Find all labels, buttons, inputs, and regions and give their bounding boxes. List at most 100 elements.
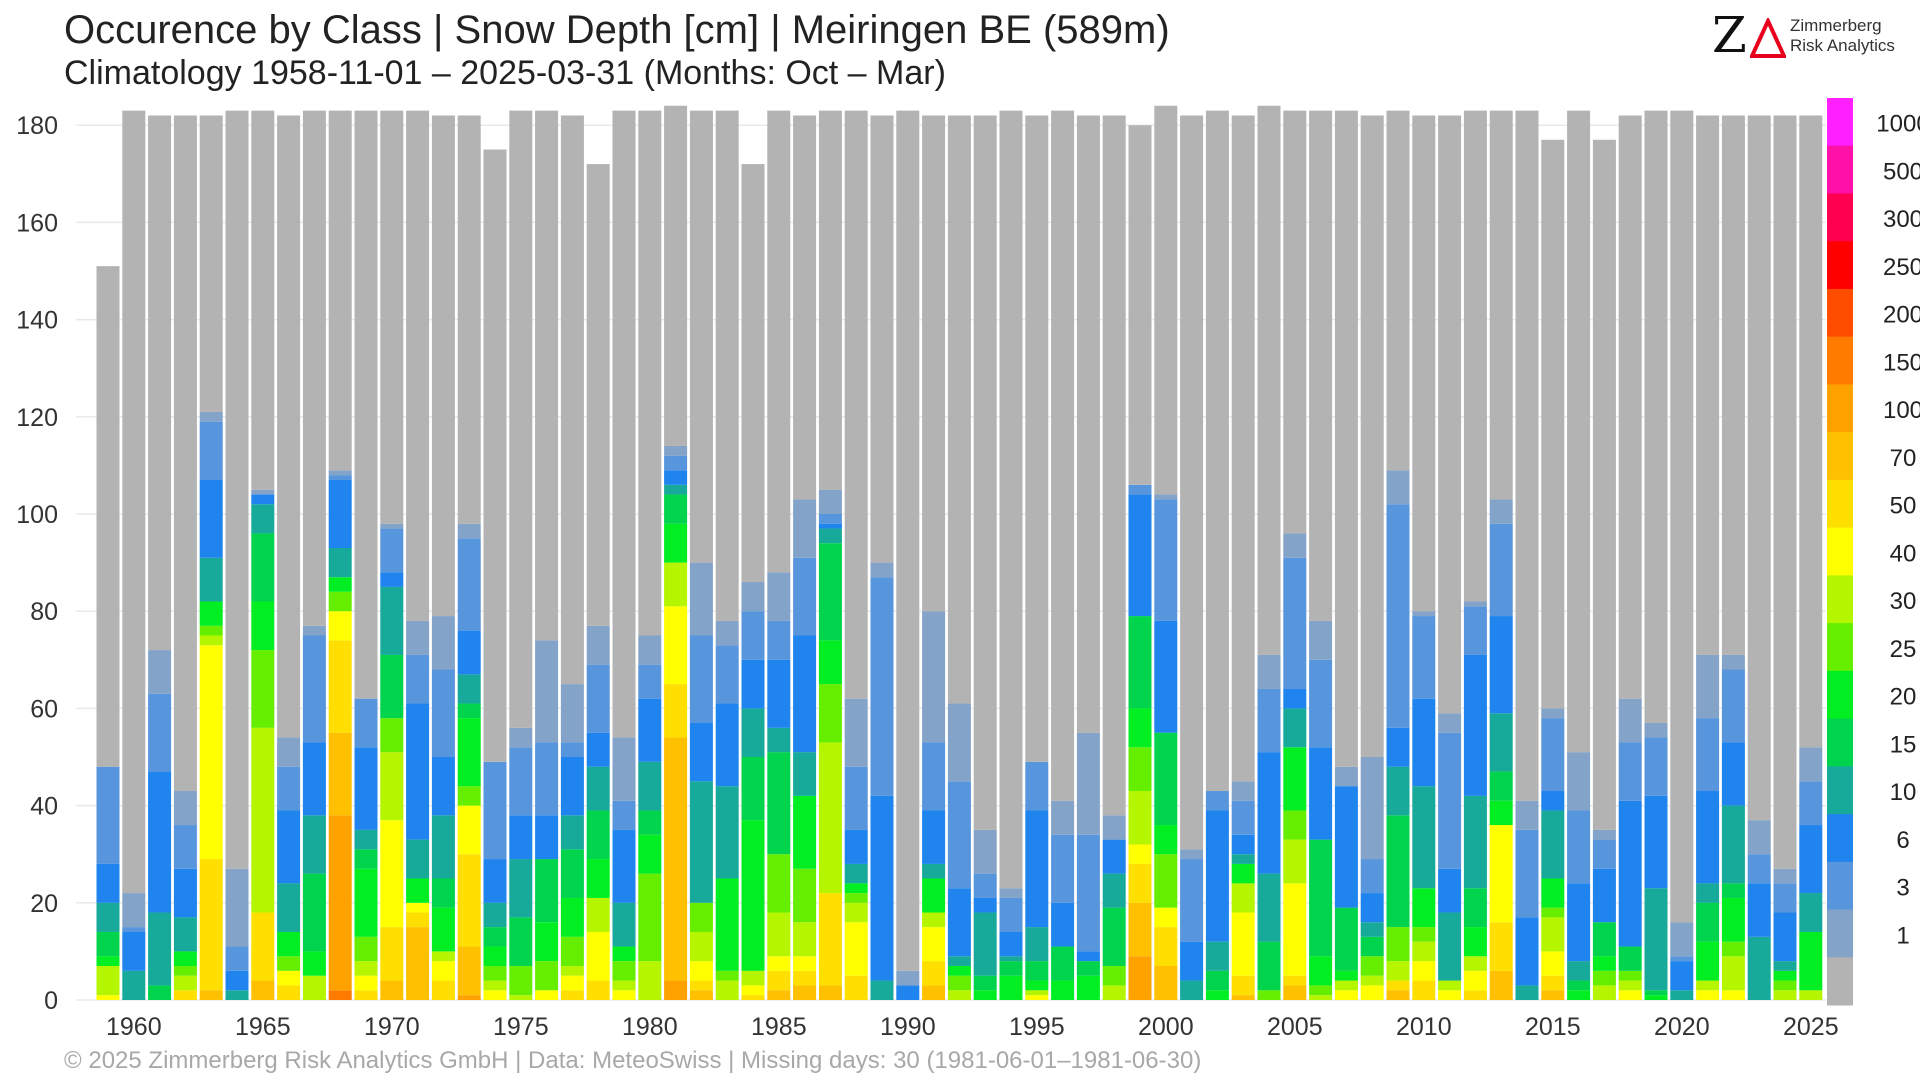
bar-1985 (767, 110, 791, 1000)
bar-segment-1959-class-40 (96, 995, 120, 1000)
bar-segment-2013-class-70 (1489, 970, 1513, 1000)
bar-segment-1974-class-30 (483, 980, 507, 991)
bar-segment-2014-class-3 (1515, 829, 1539, 918)
bar-segment-1991-class-0 (922, 115, 946, 612)
bar-segment-1981-class-20 (664, 523, 688, 563)
bar-segment-2004-class-1 (1257, 654, 1281, 689)
bar-segment-1970-class-6 (380, 572, 404, 587)
bar-2015 (1541, 139, 1565, 1000)
bar-segment-2002-class-6 (1205, 810, 1229, 942)
bar-segment-1973-class-3 (457, 538, 481, 631)
bar-segment-1999-class-50 (1128, 863, 1152, 903)
bar-segment-2022-class-30 (1721, 956, 1745, 991)
x-tick-label: 1970 (364, 1013, 420, 1041)
bar-segment-1962-class-50 (173, 990, 197, 1000)
bar-segment-1988-class-3 (844, 766, 868, 830)
colorbar-label: 20 (1890, 684, 1917, 711)
bar-segment-1972-class-1 (431, 616, 455, 670)
bar-segment-1973-class-25 (457, 786, 481, 806)
colorbar-label: 50 (1890, 493, 1917, 520)
bar-segment-1986-class-0 (793, 115, 817, 500)
bar-segment-1977-class-15 (560, 849, 584, 898)
bar-segment-1992-class-0 (947, 115, 971, 704)
bar-segment-1965-class-6 (251, 494, 275, 505)
chart-title: Occurence by Class | Snow Depth [cm] | M… (64, 8, 1170, 52)
bar-segment-1987-class-6 (818, 523, 842, 529)
bar-segment-2025-class-3 (1799, 781, 1823, 826)
bar-segment-1983-class-30 (715, 980, 739, 1000)
bar-segment-1960-class-6 (122, 931, 146, 971)
bar-segment-1969-class-30 (354, 961, 378, 976)
bar-segment-2008-class-10 (1360, 922, 1384, 937)
bar-segment-2009-class-50 (1386, 980, 1410, 991)
bar-segment-1988-class-10 (844, 863, 868, 884)
bar-segment-2015-class-1 (1541, 708, 1565, 719)
bar-segment-1975-class-0 (509, 110, 533, 728)
bar-segment-1970-class-0 (380, 110, 404, 524)
colorbar-swatch (1827, 575, 1853, 624)
bar-segment-1986-class-6 (793, 635, 817, 753)
bar-2020 (1670, 110, 1694, 1000)
bar-segment-2018-class-30 (1618, 980, 1642, 991)
bar-1996 (1051, 110, 1075, 1000)
bar-segment-2022-class-15 (1721, 883, 1745, 898)
colorbar-swatch (1827, 861, 1853, 911)
bar-segment-2003-class-50 (1231, 975, 1255, 996)
bar-segment-1982-class-40 (689, 961, 713, 981)
bar-segment-2020-class-0 (1670, 110, 1694, 923)
bar-segment-2023-class-1 (1747, 820, 1771, 855)
bar-1966 (277, 115, 301, 1000)
bar-segment-2000-class-50 (1154, 927, 1178, 966)
bar-segment-2015-class-10 (1541, 810, 1565, 879)
bar-segment-2003-class-6 (1231, 834, 1255, 855)
bar-segment-2015-class-50 (1541, 975, 1565, 991)
bar-segment-1991-class-70 (922, 985, 946, 1000)
bar-segment-1978-class-50 (586, 980, 610, 1000)
bar-segment-1994-class-20 (999, 975, 1023, 1000)
bar-segment-2012-class-1 (1463, 601, 1487, 607)
bar-segment-2008-class-15 (1360, 936, 1384, 957)
bar-segment-1984-class-3 (741, 611, 765, 660)
bar-segment-1991-class-10 (922, 863, 946, 879)
bar-segment-2006-class-15 (1309, 839, 1333, 957)
bar-segment-2016-class-3 (1567, 810, 1591, 884)
bar-segment-1982-class-0 (689, 110, 713, 563)
bar-segment-1982-class-6 (689, 722, 713, 782)
bar-segment-1992-class-1 (947, 703, 971, 782)
bar-segment-1962-class-3 (173, 825, 197, 869)
bar-segment-1997-class-3 (1076, 834, 1100, 952)
bar-1965 (251, 110, 275, 1000)
bar-segment-2022-class-20 (1721, 897, 1745, 942)
bar-segment-1986-class-50 (793, 970, 817, 986)
bar-segment-1978-class-30 (586, 897, 610, 932)
bar-segment-2022-class-25 (1721, 941, 1745, 957)
bar-segment-1967-class-15 (302, 873, 326, 952)
colorbar-label: 150 (1883, 349, 1920, 376)
bar-segment-1980-class-25 (638, 873, 662, 962)
bar-segment-2005-class-10 (1283, 708, 1307, 748)
bar-segment-1989-class-1 (870, 562, 894, 578)
bar-segment-2019-class-10 (1644, 888, 1668, 991)
bar-segment-2016-class-10 (1567, 961, 1591, 981)
logo-delta-icon (1750, 18, 1786, 58)
x-tick-label: 2005 (1267, 1013, 1323, 1041)
colorbar-swatch (1827, 623, 1853, 672)
bar-segment-1961-class-15 (148, 985, 172, 1000)
bar-segment-2008-class-6 (1360, 893, 1384, 923)
bar-segment-1977-class-1 (560, 684, 584, 743)
bar-segment-1983-class-0 (715, 110, 739, 621)
bar-segment-1973-class-50 (457, 854, 481, 947)
bar-segment-2008-class-40 (1360, 985, 1384, 1000)
bar-segment-2015-class-30 (1541, 917, 1565, 952)
bar-segment-1976-class-15 (535, 859, 559, 923)
bar-segment-1998-class-30 (1102, 985, 1126, 1000)
bar-segment-1981-class-50 (664, 684, 688, 738)
bar-segment-1971-class-10 (406, 839, 430, 879)
bar-segment-1984-class-30 (741, 970, 765, 986)
colorbar-swatch (1827, 193, 1853, 242)
bar-segment-1963-class-30 (199, 635, 223, 646)
bar-segment-1972-class-15 (431, 878, 455, 908)
bar-segment-1982-class-50 (689, 980, 713, 991)
bar-segment-1988-class-40 (844, 922, 868, 976)
bar-segment-2018-class-15 (1618, 946, 1642, 971)
